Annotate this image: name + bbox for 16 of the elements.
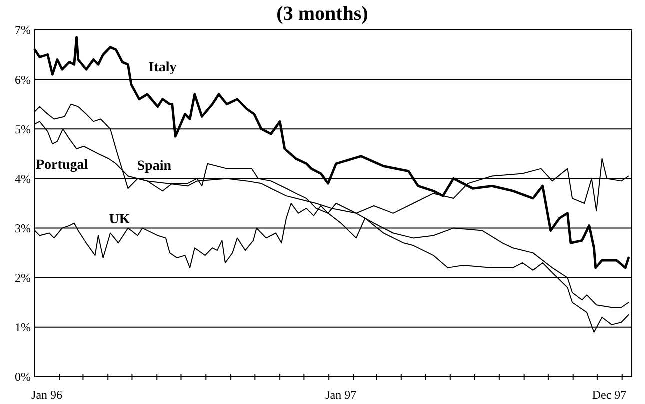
x-tick-label: Dec 97 bbox=[592, 388, 627, 402]
x-tick-label: Jan 97 bbox=[326, 388, 357, 402]
y-tick-label: 4% bbox=[15, 172, 31, 186]
y-tick-label: 7% bbox=[15, 23, 31, 38]
y-tick-label: 1% bbox=[15, 320, 31, 335]
y-tick-label: 5% bbox=[15, 122, 31, 136]
x-tick-label: Jan 96 bbox=[32, 388, 63, 402]
y-tick-label: 0% bbox=[15, 370, 31, 384]
series-label: UK bbox=[109, 212, 130, 228]
series-label: Italy bbox=[148, 60, 177, 76]
y-tick-label: 2% bbox=[15, 271, 31, 286]
chart-title: (3 months) bbox=[276, 3, 368, 25]
series-label: Spain bbox=[137, 159, 172, 174]
series-label: Portugal bbox=[36, 158, 88, 173]
y-tick-label: 3% bbox=[15, 221, 31, 236]
y-tick-label: 6% bbox=[15, 72, 31, 87]
